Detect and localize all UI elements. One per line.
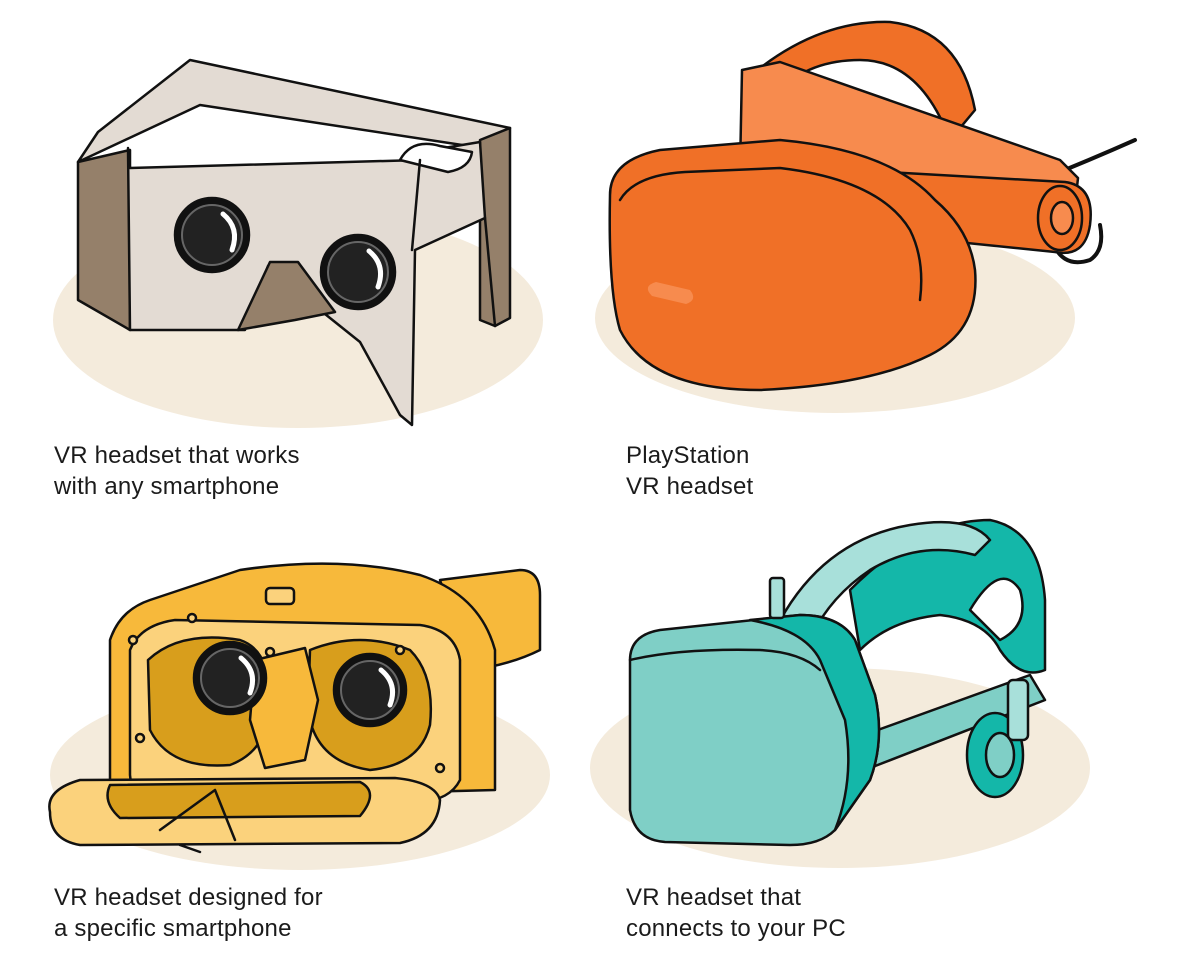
screw-2 bbox=[186, 612, 198, 624]
headphone-stalk bbox=[1006, 678, 1030, 742]
headband-arc bbox=[753, 20, 977, 142]
visor-front-edge bbox=[628, 648, 822, 672]
headphone-inner bbox=[984, 731, 1016, 779]
right-lens-icon bbox=[332, 652, 408, 728]
visor-rim bbox=[748, 613, 881, 832]
headset-panel-playstation: PlayStation VR headset bbox=[590, 0, 1150, 500]
top-button bbox=[264, 586, 296, 606]
rear-harness-hole bbox=[968, 577, 1024, 642]
tube-end-cap bbox=[1049, 200, 1075, 236]
door-tray bbox=[106, 780, 372, 820]
caption-line-1: VR headset that bbox=[626, 884, 802, 911]
caption-line-2: with any smartphone bbox=[54, 473, 280, 500]
caption-rift: VR headset that connects to your PC bbox=[626, 882, 846, 944]
caption-line-2: connects to your PC bbox=[626, 915, 846, 942]
cardboard-headset-icon bbox=[53, 58, 543, 428]
pc-vr-headset-icon bbox=[590, 518, 1090, 868]
screw-1 bbox=[127, 634, 139, 646]
top-clip bbox=[768, 576, 786, 620]
right-lens-icon bbox=[319, 233, 397, 311]
caption-line-2: VR headset bbox=[626, 473, 754, 500]
screw-5 bbox=[134, 732, 146, 744]
playstation-vr-headset-icon bbox=[595, 20, 1137, 413]
left-lens-icon bbox=[192, 640, 268, 716]
daydream-headset-icon bbox=[48, 562, 550, 870]
visor-highlight bbox=[647, 282, 694, 304]
headset-panel-daydream: VR headset designed for a specific smart… bbox=[40, 485, 600, 955]
door-strap bbox=[158, 788, 237, 854]
left-lens-icon bbox=[173, 196, 251, 274]
screw-4 bbox=[394, 644, 406, 656]
cardboard-fold bbox=[410, 158, 497, 328]
caption-line-1: PlayStation bbox=[626, 442, 750, 469]
screw-3 bbox=[264, 646, 276, 658]
caption-daydream: VR headset designed for a specific smart… bbox=[54, 882, 323, 944]
caption-line-1: VR headset designed for bbox=[54, 884, 323, 911]
screw-6 bbox=[434, 762, 446, 774]
headset-panel-cardboard: VR headset that works with any smartphon… bbox=[40, 0, 600, 500]
cardboard-notch bbox=[398, 142, 474, 174]
caption-playstation: PlayStation VR headset bbox=[626, 440, 753, 502]
cardboard-side-panel bbox=[478, 126, 512, 328]
visor-rim bbox=[618, 166, 923, 302]
cardboard-nose-cutout bbox=[236, 260, 337, 332]
caption-line-2: a specific smartphone bbox=[54, 915, 292, 942]
caption-line-1: VR headset that works bbox=[54, 442, 300, 469]
headset-panel-rift: VR headset that connects to your PC bbox=[590, 485, 1150, 955]
caption-cardboard: VR headset that works with any smartphon… bbox=[54, 440, 300, 502]
cardboard-left-flap bbox=[76, 148, 132, 332]
